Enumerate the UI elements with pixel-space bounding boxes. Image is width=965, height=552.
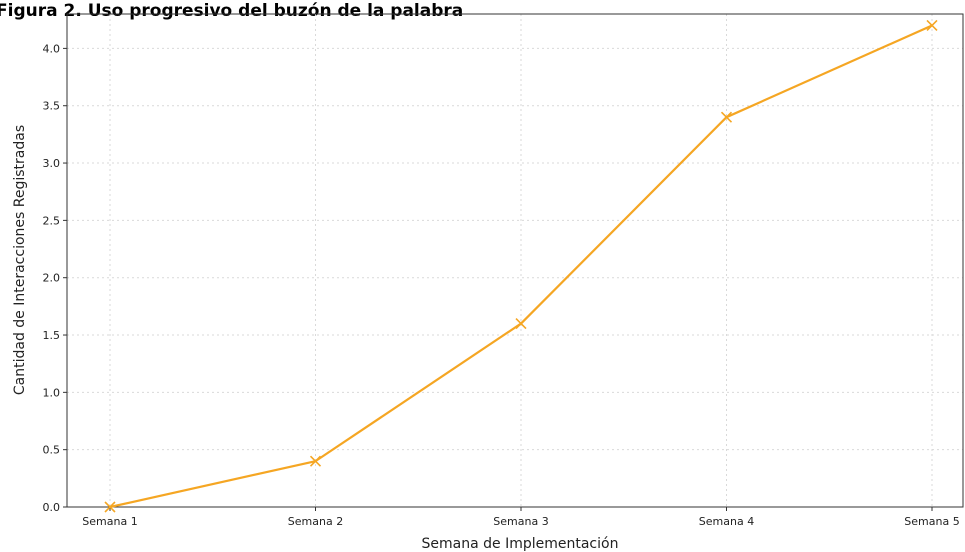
y-tick-label: 1.0 bbox=[43, 386, 61, 399]
data-point-marker bbox=[720, 111, 733, 123]
x-tick-label: Semana 1 bbox=[82, 515, 137, 528]
y-tick-label: 2.0 bbox=[43, 272, 61, 285]
y-tick-label: 0.0 bbox=[43, 501, 61, 514]
y-tick-label: 2.5 bbox=[43, 214, 61, 227]
marker-stroke bbox=[104, 501, 116, 513]
y-tick-label: 1.5 bbox=[43, 329, 61, 342]
y-axis-ticks: 0.0 0.5 1.0 1.5 2.0 2.5 3.0 3.5 4.0 bbox=[43, 42, 67, 514]
y-tick-label: 3.5 bbox=[43, 100, 61, 113]
chart-title: Figura 2. Uso progresivo del buzón de la… bbox=[0, 1, 463, 21]
x-tick-label: Semana 5 bbox=[904, 515, 959, 528]
data-point-marker bbox=[104, 501, 116, 513]
marker-stroke bbox=[515, 317, 527, 330]
x-tick-label: Semana 2 bbox=[288, 515, 343, 528]
data-point-marker bbox=[926, 19, 938, 32]
y-tick-label: 3.0 bbox=[43, 157, 61, 170]
x-axis-ticks: Semana 1 Semana 2 Semana 3 Semana 4 Semana 5 bbox=[82, 507, 960, 528]
y-axis-label: Cantidad de Interacciones Registradas bbox=[12, 125, 28, 395]
marker-stroke bbox=[926, 19, 938, 32]
y-tick-label: 0.5 bbox=[43, 444, 61, 457]
plot-frame bbox=[66, 13, 964, 508]
data-point-marker bbox=[309, 455, 322, 467]
marker-stroke bbox=[309, 455, 322, 467]
x-tick-label: Semana 4 bbox=[699, 515, 754, 528]
x-tick-label: Semana 3 bbox=[493, 515, 548, 528]
y-tick-label: 4.0 bbox=[43, 42, 61, 55]
series-layer bbox=[104, 19, 938, 513]
x-axis-label: Semana de Implementación bbox=[422, 536, 619, 552]
marker-stroke bbox=[720, 111, 733, 123]
data-point-marker bbox=[515, 317, 527, 330]
grid-lines bbox=[67, 14, 963, 508]
